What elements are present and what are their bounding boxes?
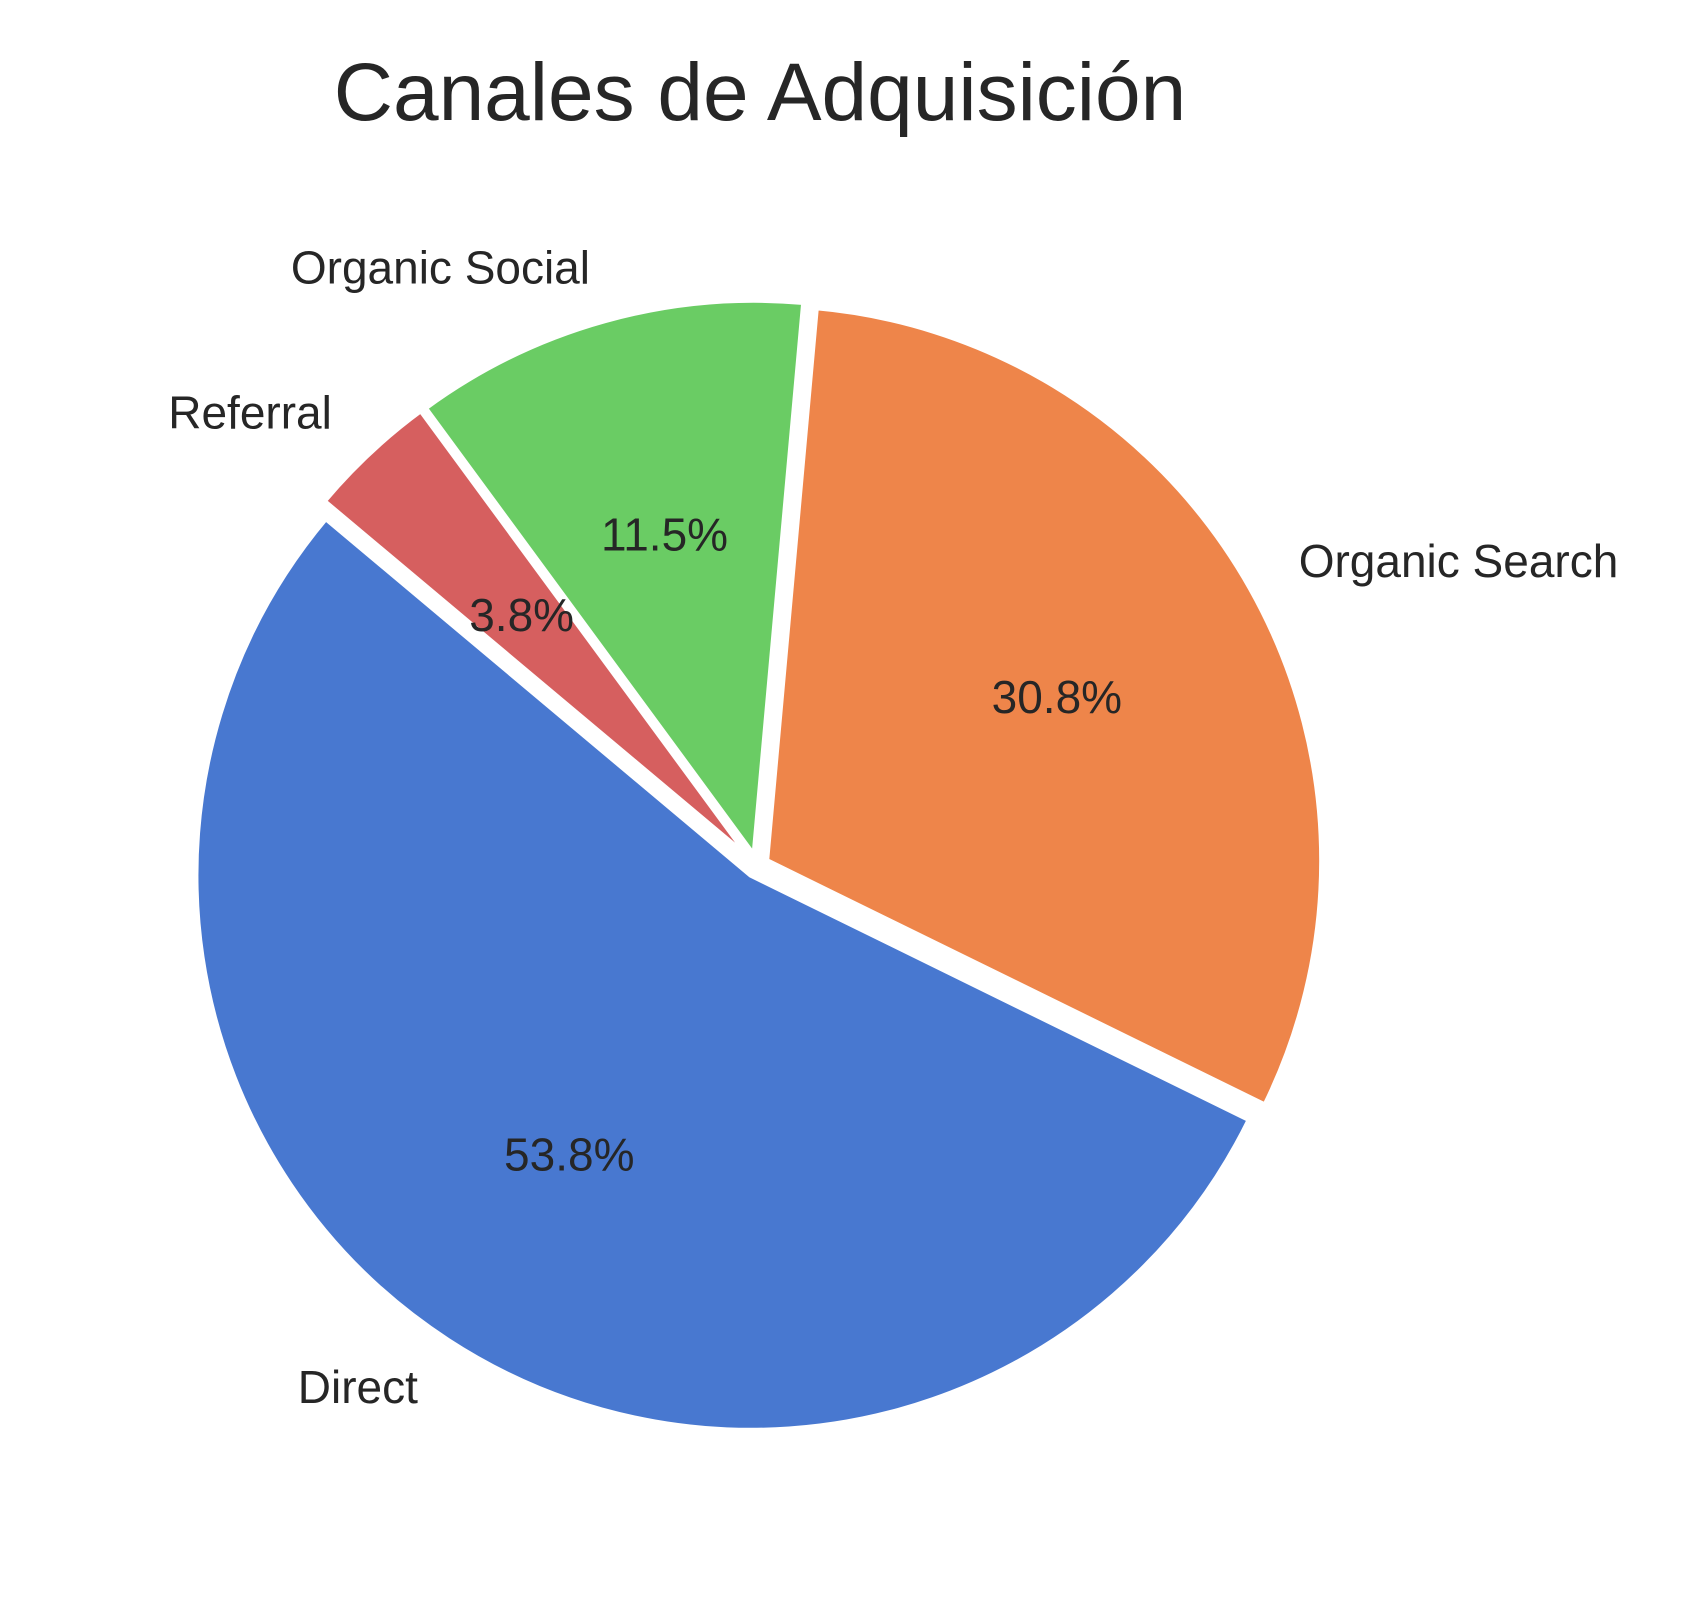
slice-label-organic-search: Organic Search bbox=[1299, 535, 1619, 587]
pct-label-organic-search: 30.8% bbox=[992, 671, 1122, 723]
pie-labels: 53.8% Direct 30.8% Organic Search 11.5% Organ… bbox=[168, 241, 1618, 1413]
pct-label-organic-social: 11.5% bbox=[601, 509, 728, 561]
pct-label-referral: 3.8% bbox=[469, 589, 574, 641]
pie-slice-direct bbox=[193, 515, 1253, 1433]
slice-label-organic-social: Organic Social bbox=[291, 241, 590, 293]
pie-slice-organic-social bbox=[421, 297, 807, 863]
slice-label-referral: Referral bbox=[168, 387, 332, 439]
chart-title: Canales de Adquisición bbox=[334, 47, 1186, 138]
pie-slice-organic-search bbox=[764, 305, 1325, 1109]
pie-slices bbox=[193, 297, 1325, 1433]
pie-slice-referral bbox=[320, 407, 752, 860]
slice-label-direct: Direct bbox=[298, 1361, 418, 1413]
pct-label-direct: 53.8% bbox=[504, 1128, 634, 1180]
